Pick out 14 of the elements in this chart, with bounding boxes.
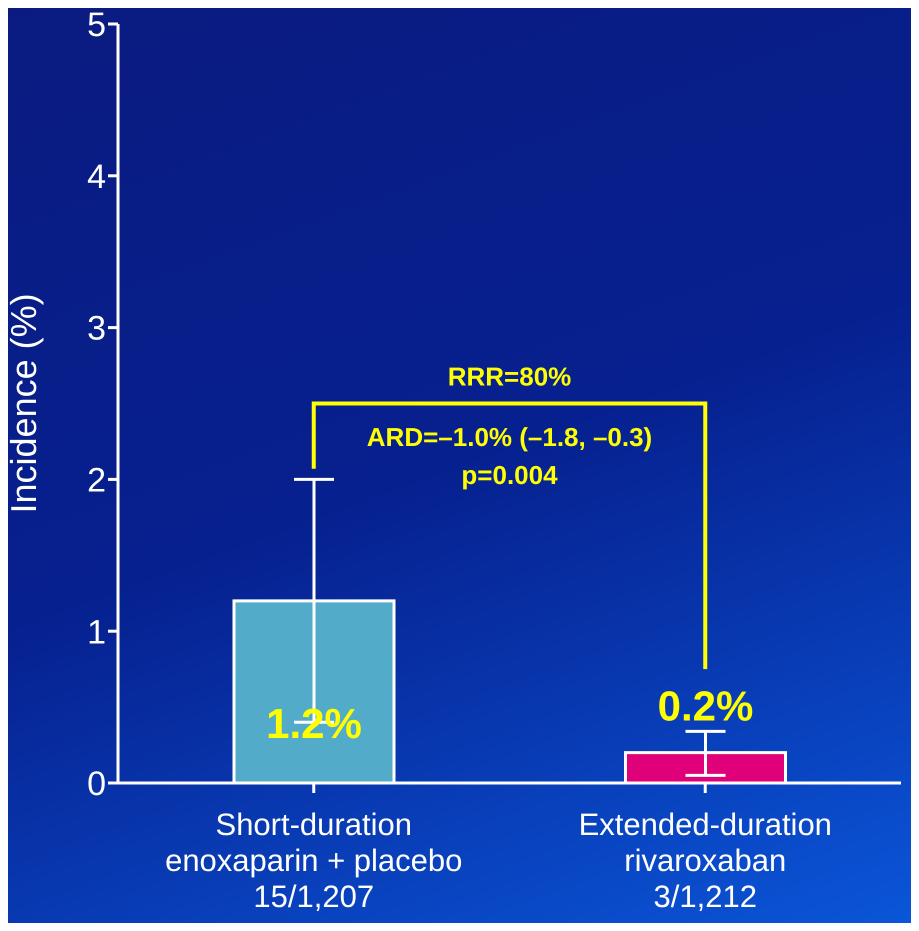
- y-tick-label: 0: [87, 765, 106, 804]
- x-tick-label: Short-duration enoxaparin + placebo 15/1,207: [165, 807, 462, 914]
- y-tick-label: 1: [87, 613, 106, 652]
- x-tick-label: Extended-duration rivaroxaban 3/1,212: [578, 807, 832, 914]
- annotation: ARD=–1.0% (–1.8, –0.3): [366, 422, 652, 452]
- y-tick-label: 5: [87, 6, 106, 44]
- y-tick-label: 4: [87, 158, 106, 196]
- annotation: p=0.004: [461, 460, 558, 490]
- data-label: 0.2%: [658, 682, 754, 730]
- data-label: 1.2%: [266, 700, 362, 747]
- y-tick-label: 3: [87, 310, 106, 348]
- annotation: RRR=80%: [448, 361, 572, 392]
- y-axis-title: Incidence (%): [2, 293, 44, 514]
- y-tick-label: 2: [87, 461, 106, 500]
